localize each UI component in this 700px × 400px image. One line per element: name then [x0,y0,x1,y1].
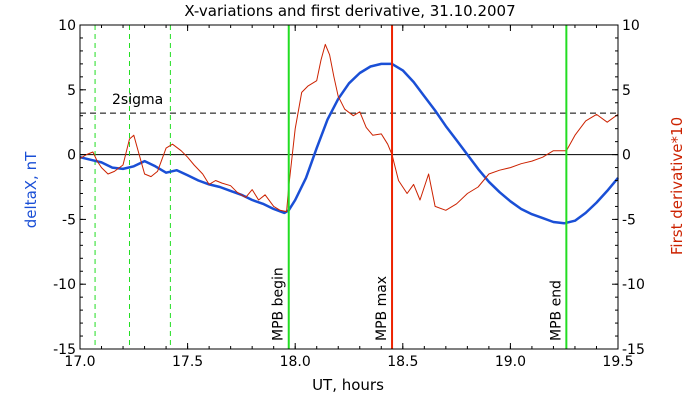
marker-label-mpb-begin: MPB begin [271,267,287,341]
y-tick-label-right-1: 5 [622,83,631,99]
sigma-label: 2sigma [112,92,163,108]
y-tick-label-left-0: 10 [58,18,76,34]
y-tick-label-right-4: -10 [622,277,645,293]
marker-label-mpb-max: MPB max [374,276,390,341]
y-axis-label-right: First derivative*10 [668,117,686,255]
axes-layer: 17.0 17.5 18.0 18.5 19.0 19.5 10 5 0 -5 -10 -15 10 5 0… [53,18,645,370]
guides-layer [80,25,618,349]
y-tick-label-right-2: 0 [622,148,631,164]
x-tick-label-0: 17.0 [64,354,95,370]
y-tick-label-left-5: -15 [53,342,76,358]
series-line-deltaX [79,62,619,225]
x-axis-label: UT, hours [312,376,384,394]
markers-layer: MPB begin MPB max MPB end [271,25,568,349]
chart-title: X-variations and first derivative, 31.10… [184,2,515,20]
y-tick-label-left-3: -5 [62,212,76,228]
y-axis-label-left: deltaX, nT [22,151,40,228]
y-tick-label-left-4: -10 [53,277,76,293]
series-line-derivative [79,43,619,213]
y-tick-label-right-5: -15 [622,342,645,358]
plot-frame [79,24,619,350]
x-tick-label-1: 17.5 [172,354,203,370]
y-tick-label-right-0: 10 [622,18,640,34]
y-tick-label-left-1: 5 [67,83,76,99]
y-tick-label-right-3: -5 [622,212,636,228]
marker-label-mpb-end: MPB end [548,280,564,341]
series-layer [79,43,619,225]
x-tick-label-4: 19.0 [495,354,526,370]
x-tick-label-3: 18.5 [387,354,418,370]
x-tick-label-2: 18.0 [280,354,311,370]
y-tick-label-left-2: 0 [67,148,76,164]
x-tick-label-5: 19.5 [602,354,633,370]
